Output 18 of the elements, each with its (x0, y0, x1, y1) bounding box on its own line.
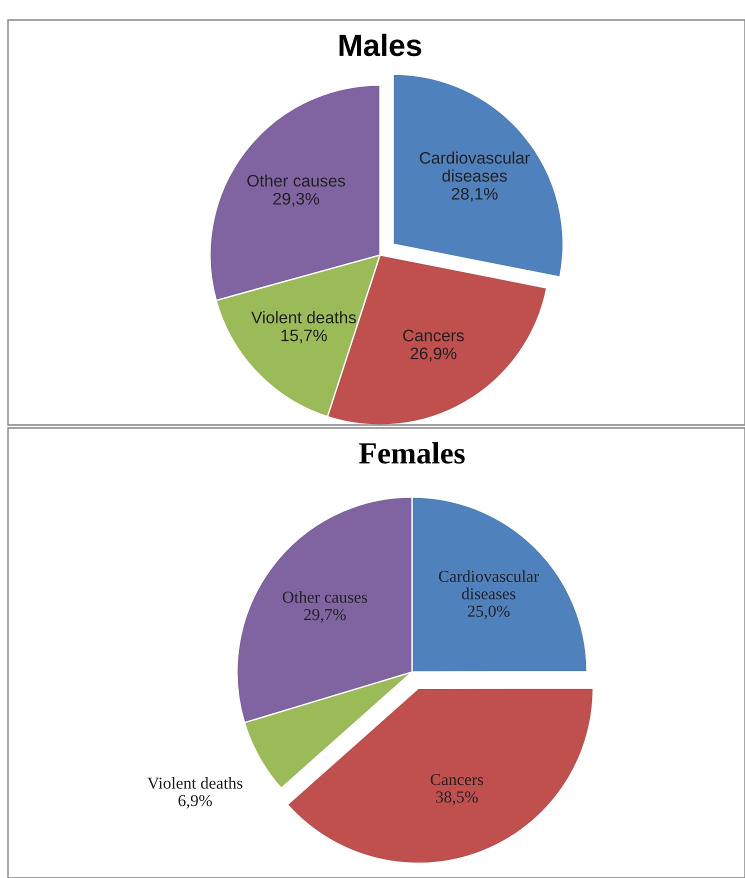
data-label: 28,1% (452, 188, 498, 202)
data-label: 38,5% (436, 791, 478, 806)
data-label: 25,0% (468, 606, 510, 620)
slice-label: Other causes (247, 174, 346, 187)
slice-label: Violent deaths (147, 777, 242, 789)
slice-label: Cardiovascular diseases (438, 570, 539, 600)
slice-label: Other causes (282, 591, 368, 603)
slice-label: Cancers (403, 330, 464, 342)
data-label: 29,3% (273, 192, 320, 207)
chart-title: Females (359, 442, 465, 464)
data-label: 15,7% (281, 330, 327, 344)
slice-label: Cardiovascular diseases (420, 152, 530, 182)
data-label: 6,9% (178, 794, 212, 809)
slice-label: Violent deaths (251, 311, 356, 324)
slice-label: Cancers (430, 774, 484, 786)
chart-title: Males (340, 34, 422, 56)
data-label: 26,9% (410, 348, 456, 362)
data-label: 29,7% (304, 608, 346, 623)
